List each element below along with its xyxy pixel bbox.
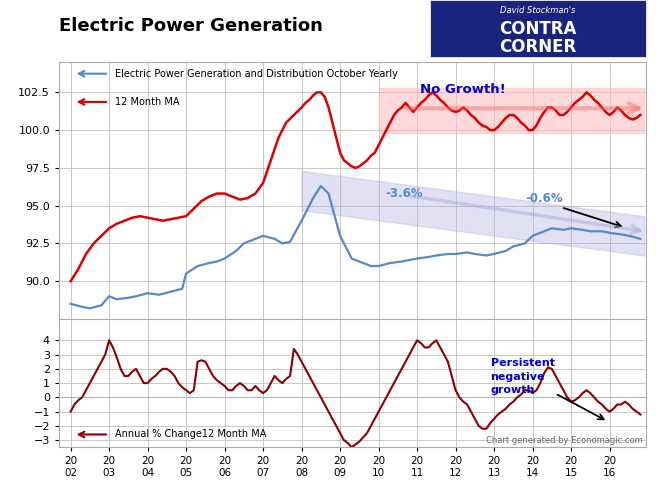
Text: Chart generated by Economagic.com: Chart generated by Economagic.com <box>487 436 644 445</box>
Text: -0.6%: -0.6% <box>526 192 564 205</box>
Text: Electric Power Generation and Distribution October Yearly: Electric Power Generation and Distributi… <box>115 69 398 79</box>
FancyBboxPatch shape <box>430 0 646 57</box>
Text: Persistent
negative
growth: Persistent negative growth <box>491 358 554 395</box>
Text: Electric Power Generation: Electric Power Generation <box>59 17 323 35</box>
Text: Annual % Change12 Month MA: Annual % Change12 Month MA <box>115 429 266 439</box>
Text: CORNER: CORNER <box>499 38 577 57</box>
Text: 12 Month MA: 12 Month MA <box>115 97 179 107</box>
Text: No Growth!: No Growth! <box>420 83 506 95</box>
Text: David Stockman's: David Stockman's <box>501 6 575 15</box>
Text: CONTRA: CONTRA <box>499 19 577 38</box>
Text: -3.6%: -3.6% <box>385 187 422 200</box>
